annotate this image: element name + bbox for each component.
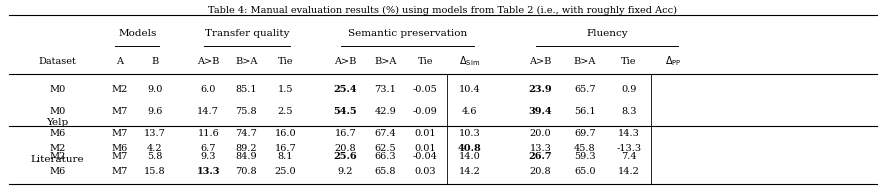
- Text: B: B: [152, 57, 159, 66]
- Text: B>A: B>A: [235, 57, 258, 66]
- Text: 39.4: 39.4: [529, 107, 552, 116]
- Text: 15.8: 15.8: [144, 167, 166, 176]
- Text: M7: M7: [112, 152, 128, 161]
- Text: M6: M6: [50, 167, 66, 176]
- Text: $\Delta_{\rm Sim}$: $\Delta_{\rm Sim}$: [459, 54, 480, 68]
- Text: 4.6: 4.6: [462, 107, 478, 116]
- Text: Tie: Tie: [277, 57, 293, 66]
- Text: 10.3: 10.3: [459, 129, 480, 138]
- Text: Semantic preservation: Semantic preservation: [348, 29, 467, 38]
- Text: 70.8: 70.8: [236, 167, 257, 176]
- Text: 13.7: 13.7: [144, 129, 166, 138]
- Text: 20.8: 20.8: [530, 167, 551, 176]
- Text: 6.0: 6.0: [200, 85, 216, 94]
- Text: M7: M7: [112, 167, 128, 176]
- Text: Tie: Tie: [621, 57, 637, 66]
- Text: 20.8: 20.8: [335, 144, 356, 153]
- Text: Literature: Literature: [31, 155, 84, 164]
- Text: 59.3: 59.3: [574, 152, 595, 161]
- Text: 85.1: 85.1: [236, 85, 257, 94]
- Text: 25.6: 25.6: [334, 152, 357, 161]
- Text: B>A: B>A: [374, 57, 397, 66]
- Text: 16.7: 16.7: [275, 144, 296, 153]
- Text: 66.3: 66.3: [375, 152, 396, 161]
- Text: 0.9: 0.9: [621, 85, 637, 94]
- Text: 8.1: 8.1: [277, 152, 293, 161]
- Text: M6: M6: [112, 144, 128, 153]
- Text: M0: M0: [50, 85, 66, 94]
- Text: M2: M2: [50, 144, 66, 153]
- Text: 2.5: 2.5: [277, 107, 293, 116]
- Text: 16.0: 16.0: [275, 129, 296, 138]
- Text: Transfer quality: Transfer quality: [205, 29, 289, 38]
- Text: 67.4: 67.4: [375, 129, 396, 138]
- Text: 73.1: 73.1: [375, 85, 396, 94]
- Text: 0.01: 0.01: [415, 144, 436, 153]
- Text: 89.2: 89.2: [236, 144, 257, 153]
- Text: 9.0: 9.0: [147, 85, 163, 94]
- Text: 14.2: 14.2: [618, 167, 640, 176]
- Text: 23.9: 23.9: [529, 85, 552, 94]
- Text: 62.5: 62.5: [375, 144, 396, 153]
- Text: 11.6: 11.6: [198, 129, 219, 138]
- Text: 26.7: 26.7: [529, 152, 552, 161]
- Text: M0: M0: [50, 107, 66, 116]
- Text: 45.8: 45.8: [574, 144, 595, 153]
- Text: A>B: A>B: [197, 57, 220, 66]
- Text: 9.3: 9.3: [200, 152, 216, 161]
- Text: 42.9: 42.9: [375, 107, 396, 116]
- Text: 14.7: 14.7: [198, 107, 219, 116]
- Text: -13.3: -13.3: [617, 144, 641, 153]
- Text: 13.3: 13.3: [197, 167, 220, 176]
- Text: 1.5: 1.5: [277, 85, 293, 94]
- Text: Table 4: Manual evaluation results (%) using models from Table 2 (i.e., with rou: Table 4: Manual evaluation results (%) u…: [208, 6, 678, 15]
- Text: 65.0: 65.0: [574, 167, 595, 176]
- Text: 75.8: 75.8: [236, 107, 257, 116]
- Text: 69.7: 69.7: [574, 129, 595, 138]
- Text: 5.8: 5.8: [147, 152, 163, 161]
- Text: 14.3: 14.3: [618, 129, 640, 138]
- Text: $\Delta_{\rm PP}$: $\Delta_{\rm PP}$: [665, 54, 681, 68]
- Text: 84.9: 84.9: [236, 152, 257, 161]
- Text: 9.2: 9.2: [338, 167, 354, 176]
- Text: M2: M2: [112, 85, 128, 94]
- Text: 4.2: 4.2: [147, 144, 163, 153]
- Text: 0.01: 0.01: [415, 129, 436, 138]
- Text: -0.05: -0.05: [413, 85, 438, 94]
- Text: Yelp: Yelp: [46, 118, 69, 127]
- Text: 25.4: 25.4: [334, 85, 357, 94]
- Text: M7: M7: [112, 129, 128, 138]
- Text: 13.3: 13.3: [530, 144, 551, 153]
- Text: A>B: A>B: [529, 57, 552, 66]
- Text: B>A: B>A: [573, 57, 596, 66]
- Text: 40.8: 40.8: [458, 144, 481, 153]
- Text: Models: Models: [118, 29, 157, 38]
- Text: A>B: A>B: [334, 57, 357, 66]
- Text: 9.6: 9.6: [147, 107, 163, 116]
- Text: M2: M2: [50, 152, 66, 161]
- Text: Tie: Tie: [417, 57, 433, 66]
- Text: -0.04: -0.04: [413, 152, 438, 161]
- Text: 10.4: 10.4: [459, 85, 480, 94]
- Text: Fluency: Fluency: [587, 29, 627, 38]
- Text: -0.09: -0.09: [413, 107, 438, 116]
- Text: 65.8: 65.8: [375, 167, 396, 176]
- Text: M6: M6: [50, 129, 66, 138]
- Text: 14.2: 14.2: [459, 167, 480, 176]
- Text: M7: M7: [112, 107, 128, 116]
- Text: 14.0: 14.0: [459, 152, 480, 161]
- Text: 6.7: 6.7: [200, 144, 216, 153]
- Text: 20.0: 20.0: [530, 129, 551, 138]
- Text: 56.1: 56.1: [574, 107, 595, 116]
- Text: 65.7: 65.7: [574, 85, 595, 94]
- Text: Dataset: Dataset: [39, 57, 76, 66]
- Text: 16.7: 16.7: [335, 129, 356, 138]
- Text: 8.3: 8.3: [621, 107, 637, 116]
- Text: 7.4: 7.4: [621, 152, 637, 161]
- Text: 25.0: 25.0: [275, 167, 296, 176]
- Text: A: A: [116, 57, 123, 66]
- Text: 74.7: 74.7: [236, 129, 257, 138]
- Text: 54.5: 54.5: [334, 107, 357, 116]
- Text: 0.03: 0.03: [415, 167, 436, 176]
